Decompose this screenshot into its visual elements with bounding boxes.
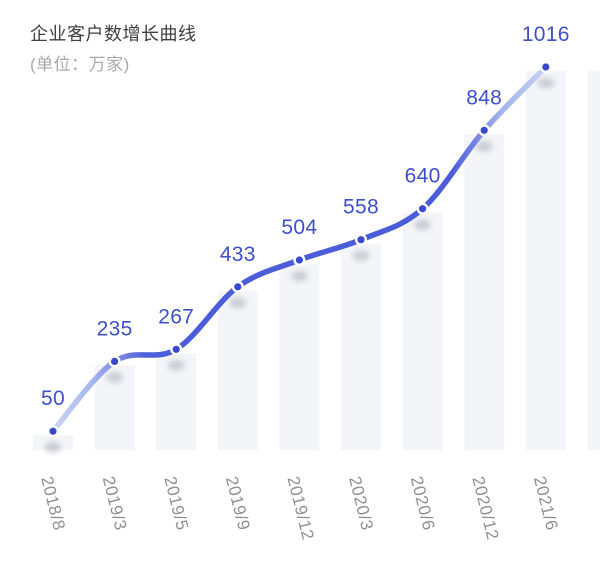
data-point[interactable] [231,280,244,293]
x-axis-label: 2019/5 [160,474,192,532]
data-point[interactable] [355,233,368,246]
data-point[interactable] [293,253,306,266]
background-bar [217,290,258,450]
value-label: 848 [466,86,502,109]
data-point[interactable] [108,355,121,368]
dot-shadow [475,140,493,152]
value-label: 50 [41,387,65,410]
background-bar [402,212,443,450]
dot-shadow [44,441,62,453]
x-axis-label: 2019/12 [284,474,318,542]
data-point[interactable] [47,425,60,438]
data-point[interactable] [539,61,552,74]
dot-shadow [537,77,555,89]
chart-title: 企业客户数增长曲线 [30,24,197,44]
x-axis-label: 2021/6 [530,474,562,532]
value-label: 1016 [522,23,570,46]
x-axis-label: 2019/9 [222,474,254,532]
background-bar [464,134,505,451]
dot-shadow [290,270,308,282]
background-bar [587,71,600,450]
background-bar [525,71,566,450]
x-axis-label: 2020/6 [407,474,439,532]
chart-subtitle: (单位：万家) [30,55,130,74]
value-label: 558 [343,196,379,219]
background-bar [279,264,320,450]
background-bar [341,243,381,450]
value-label: 433 [220,243,256,266]
value-label: 267 [158,305,194,328]
dot-shadow [167,359,185,371]
dot-shadow [229,297,247,309]
dot-shadow [414,219,432,231]
data-point[interactable] [416,202,429,215]
dot-shadow [352,250,370,262]
x-axis-label: 2019/3 [99,474,131,532]
data-point[interactable] [478,124,491,137]
value-label: 504 [281,216,317,239]
value-label: 640 [405,165,441,188]
x-axis-label: 2018/8 [37,474,69,532]
x-axis-label: 2020/3 [345,474,377,532]
dot-shadow [106,371,124,383]
x-axis-label: 2020/12 [468,474,502,542]
value-label: 235 [97,317,133,340]
data-point[interactable] [170,343,183,356]
